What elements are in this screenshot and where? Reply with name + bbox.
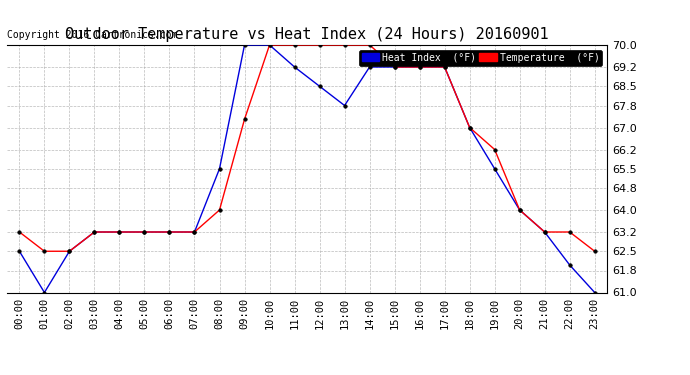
Title: Outdoor Temperature vs Heat Index (24 Hours) 20160901: Outdoor Temperature vs Heat Index (24 Ho…: [66, 27, 549, 42]
Text: Copyright 2016 Cartronics.com: Copyright 2016 Cartronics.com: [7, 30, 177, 40]
Legend: Heat Index  (°F), Temperature  (°F): Heat Index (°F), Temperature (°F): [359, 50, 602, 66]
